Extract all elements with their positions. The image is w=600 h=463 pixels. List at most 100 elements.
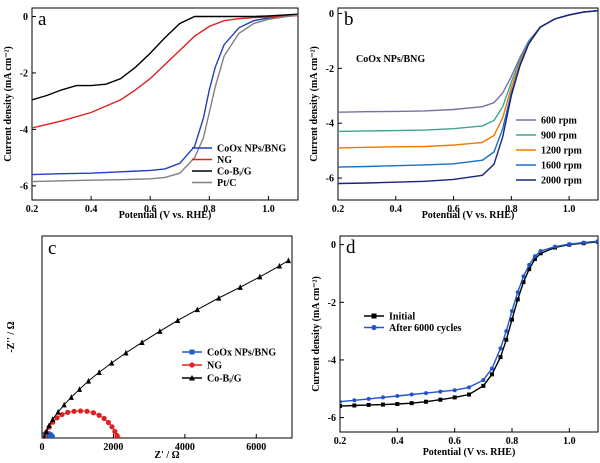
data-point bbox=[596, 239, 598, 244]
data-point bbox=[532, 257, 537, 262]
data-point bbox=[50, 416, 56, 422]
y-tick-label: -4 bbox=[326, 119, 334, 130]
data-point bbox=[567, 242, 572, 247]
y-tick-label: -4 bbox=[20, 125, 28, 136]
series-line bbox=[338, 10, 598, 185]
data-point bbox=[90, 410, 97, 416]
data-point bbox=[109, 359, 115, 366]
data-area bbox=[338, 10, 598, 185]
data-point bbox=[521, 274, 526, 279]
panel-a: a 0.2 0.4 0.6 0.8 1.0 0 -2 -4 -6 Potential (V vs. … bbox=[3, 7, 299, 221]
data-point bbox=[489, 372, 494, 377]
data-point bbox=[381, 395, 385, 400]
x-tick-label: 0.6 bbox=[447, 204, 460, 215]
panel-d: d 0.2 0.4 0.6 0.8 1.0 0 -2 -4 -6 Potential (V vs. … bbox=[311, 235, 599, 458]
data-point bbox=[340, 399, 342, 404]
data-point bbox=[424, 391, 428, 396]
legend-marker bbox=[189, 349, 195, 355]
y-tick-label: 0 bbox=[331, 240, 336, 251]
data-point bbox=[59, 411, 65, 418]
data-point bbox=[452, 395, 457, 400]
data-point bbox=[49, 435, 55, 438]
data-point bbox=[139, 339, 145, 346]
series-line bbox=[338, 10, 598, 133]
y-tick-label: -6 bbox=[328, 413, 336, 424]
data-point bbox=[175, 317, 181, 324]
data-point bbox=[285, 257, 292, 264]
series-line bbox=[340, 240, 598, 403]
data-point bbox=[467, 385, 471, 390]
panel-label: b bbox=[344, 9, 354, 30]
x-tick-label: 0.6 bbox=[144, 204, 157, 215]
data-point bbox=[85, 377, 92, 384]
legend-label: CoOx NPs/BNG bbox=[207, 348, 276, 359]
legend-label: After 6000 cycles bbox=[389, 323, 462, 334]
data-point bbox=[504, 329, 509, 334]
y-tick-label: -2 bbox=[20, 68, 28, 79]
data-point bbox=[527, 262, 532, 267]
x-tick-label: 0.2 bbox=[332, 204, 345, 215]
data-point bbox=[257, 273, 263, 280]
data-point bbox=[216, 294, 222, 301]
data-point bbox=[101, 415, 107, 422]
series-line bbox=[32, 14, 298, 129]
y-axis-label: Current density (mA cm⁻²) bbox=[3, 46, 14, 162]
legend-marker bbox=[189, 375, 195, 381]
legend-label: 900 rpm bbox=[541, 131, 578, 142]
legend-label: 2000 rpm bbox=[541, 176, 583, 187]
data-point bbox=[515, 290, 520, 295]
data-point bbox=[504, 337, 509, 342]
series-line bbox=[340, 241, 598, 407]
data-point bbox=[54, 415, 60, 421]
data-point bbox=[395, 402, 400, 407]
plot-frame bbox=[337, 7, 599, 201]
x-tick-label: 0.2 bbox=[334, 436, 347, 447]
x-tick-label: 0.4 bbox=[391, 436, 404, 447]
legend-label: Pt/C bbox=[217, 178, 236, 189]
data-point bbox=[55, 408, 61, 415]
panel-c: c 0 2000 4000 6000 Z' / Ω -Z'' / Ω CoOx NPs/BNG… bbox=[6, 235, 293, 461]
y-axis-label: -Z'' / Ω bbox=[6, 321, 17, 352]
data-point bbox=[194, 306, 200, 313]
data-point bbox=[43, 428, 49, 435]
data-point bbox=[340, 404, 342, 409]
y-tick-label: -4 bbox=[328, 355, 336, 366]
legend-label: NG bbox=[207, 361, 222, 372]
legend-marker bbox=[371, 313, 377, 319]
y-tick-label: 0 bbox=[329, 9, 334, 20]
plot-frame bbox=[31, 7, 299, 201]
data-point bbox=[68, 394, 74, 400]
data-point bbox=[157, 328, 163, 334]
data-point bbox=[84, 408, 90, 414]
data-point bbox=[498, 355, 503, 360]
data-point bbox=[553, 244, 557, 249]
data-point bbox=[366, 402, 371, 407]
x-tick-label: 0.8 bbox=[203, 204, 216, 215]
data-area bbox=[32, 13, 298, 183]
data-point bbox=[366, 396, 371, 401]
legend-label: 1200 rpm bbox=[541, 146, 583, 157]
data-point bbox=[481, 383, 486, 388]
data-point bbox=[538, 248, 543, 253]
data-point bbox=[115, 435, 121, 438]
x-axis-label: Potential (V vs. RHE) bbox=[119, 210, 212, 221]
x-tick-label: 2000 bbox=[103, 442, 123, 453]
data-point bbox=[527, 267, 532, 272]
y-axis-label: Current density (mA cm⁻²) bbox=[311, 276, 322, 392]
y-tick-label: -2 bbox=[328, 298, 336, 309]
data-point bbox=[46, 422, 52, 428]
data-area bbox=[340, 239, 598, 409]
data-point bbox=[532, 254, 537, 259]
x-tick-label: 1.0 bbox=[563, 204, 576, 215]
data-point bbox=[409, 392, 414, 397]
x-tick-label: 0.4 bbox=[85, 204, 98, 215]
x-axis-label: Potential (V vs. RHE) bbox=[423, 447, 516, 458]
x-tick-label: 1.0 bbox=[262, 204, 275, 215]
y-axis-label: Current density (mA cm⁻²) bbox=[309, 46, 320, 162]
legend-label: Co-Bᵢ/G bbox=[207, 374, 242, 385]
data-point bbox=[112, 428, 118, 435]
data-point bbox=[395, 393, 400, 398]
x-tick-label: 0.2 bbox=[26, 204, 39, 215]
data-point bbox=[237, 284, 243, 290]
